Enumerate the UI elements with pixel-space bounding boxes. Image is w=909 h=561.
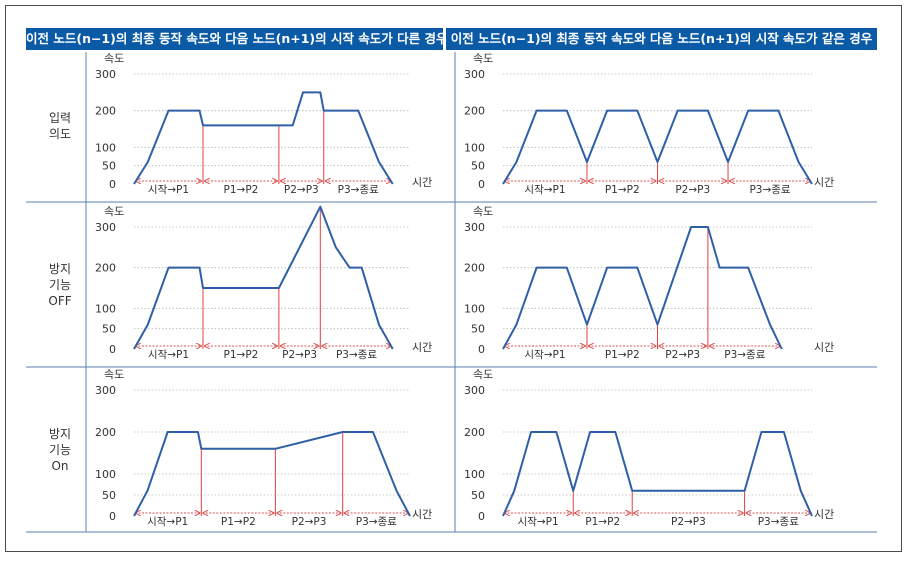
y-axis-label: 속도 (104, 368, 124, 381)
row-label-3: 기능 (49, 443, 71, 457)
segment-label-2: P1→P2 (605, 184, 640, 196)
y-tick-200: 200 (464, 105, 485, 118)
speed-profile-line (502, 226, 783, 350)
x-axis-label: 시간 (814, 508, 834, 521)
segment-label-3: P2→P3 (284, 184, 319, 196)
segment-label-4: P3→종료 (724, 349, 765, 361)
speed-profile-line (133, 91, 394, 185)
y-axis-label: 속도 (104, 52, 124, 65)
segment-label-2: P1→P2 (224, 184, 259, 196)
y-tick-50: 50 (471, 160, 485, 173)
x-axis-label: 시간 (412, 341, 432, 354)
segment-label-1: 시작→P1 (148, 184, 189, 196)
segment-label-4: P3→종료 (338, 184, 379, 196)
y-tick-300: 300 (464, 384, 485, 397)
y-tick-200: 200 (95, 105, 116, 118)
y-tick-100: 100 (464, 302, 485, 315)
speed-profile-line (133, 205, 394, 350)
segment-label-4: P3→종료 (758, 516, 799, 528)
y-tick-0: 0 (109, 343, 116, 356)
segment-label-2: P1→P2 (224, 349, 259, 361)
segment-label-4: P3→종료 (749, 184, 790, 196)
y-tick-300: 300 (95, 68, 116, 81)
y-tick-100: 100 (95, 141, 116, 154)
y-tick-100: 100 (95, 468, 116, 481)
y-tick-200: 200 (464, 426, 485, 439)
segment-label-1: 시작→P1 (147, 516, 188, 528)
row-label-3: 방지 (49, 427, 71, 441)
speed-profile-line (502, 109, 813, 185)
y-tick-100: 100 (95, 302, 116, 315)
segment-label-3: P2→P3 (675, 184, 710, 196)
y-tick-300: 300 (95, 221, 116, 234)
speed-profile-line (502, 431, 813, 517)
segment-label-3: P2→P3 (665, 349, 700, 361)
segment-label-1: 시작→P1 (518, 516, 559, 528)
y-tick-50: 50 (102, 489, 116, 502)
y-tick-0: 0 (478, 343, 485, 356)
segment-label-4: P3→종료 (336, 349, 377, 361)
row-label-3: On (51, 459, 68, 473)
row-label-2: 기능 (49, 278, 71, 292)
x-axis-label: 시간 (814, 341, 834, 354)
segment-label-4: P3→종료 (356, 516, 397, 528)
y-axis-label: 속도 (104, 205, 124, 218)
figure-frame (5, 5, 902, 552)
y-tick-100: 100 (464, 141, 485, 154)
row-label-1: 입력 (49, 111, 71, 125)
y-tick-200: 200 (95, 426, 116, 439)
row-label-2: OFF (48, 294, 71, 308)
segment-label-3: P2→P3 (292, 516, 327, 528)
header-right: 이전 노드(n−1)의 최종 동작 속도와 다음 노드(n+1)의 시작 속도가… (446, 28, 877, 50)
y-tick-50: 50 (102, 323, 116, 336)
segment-label-2: P1→P2 (221, 516, 256, 528)
row-label-2: 방지 (49, 262, 71, 276)
segment-label-1: 시작→P1 (524, 184, 565, 196)
segment-label-3: P2→P3 (671, 516, 706, 528)
y-axis-label: 속도 (473, 52, 493, 65)
y-tick-100: 100 (464, 468, 485, 481)
x-axis-label: 시간 (412, 508, 432, 521)
y-axis-label: 속도 (473, 368, 493, 381)
y-axis-label: 속도 (473, 205, 493, 218)
segment-label-1: 시작→P1 (524, 349, 565, 361)
segment-label-2: P1→P2 (585, 516, 620, 528)
y-tick-300: 300 (95, 384, 116, 397)
y-tick-200: 200 (95, 262, 116, 275)
segment-label-3: P2→P3 (282, 349, 317, 361)
x-axis-label: 시간 (814, 176, 834, 189)
y-tick-50: 50 (471, 489, 485, 502)
y-tick-0: 0 (109, 510, 116, 523)
y-tick-300: 300 (464, 221, 485, 234)
y-tick-0: 0 (478, 178, 485, 191)
speed-profile-line (133, 431, 411, 517)
y-tick-300: 300 (464, 68, 485, 81)
y-tick-50: 50 (102, 160, 116, 173)
row-label-1: 의도 (49, 127, 71, 141)
segment-label-2: P1→P2 (605, 349, 640, 361)
header-left: 이전 노드(n−1)의 최종 동작 속도와 다음 노드(n+1)의 시작 속도가… (26, 28, 448, 50)
segment-label-1: 시작→P1 (148, 349, 189, 361)
y-tick-0: 0 (109, 178, 116, 191)
y-tick-50: 50 (471, 323, 485, 336)
y-tick-0: 0 (478, 510, 485, 523)
y-tick-200: 200 (464, 262, 485, 275)
x-axis-label: 시간 (412, 176, 432, 189)
